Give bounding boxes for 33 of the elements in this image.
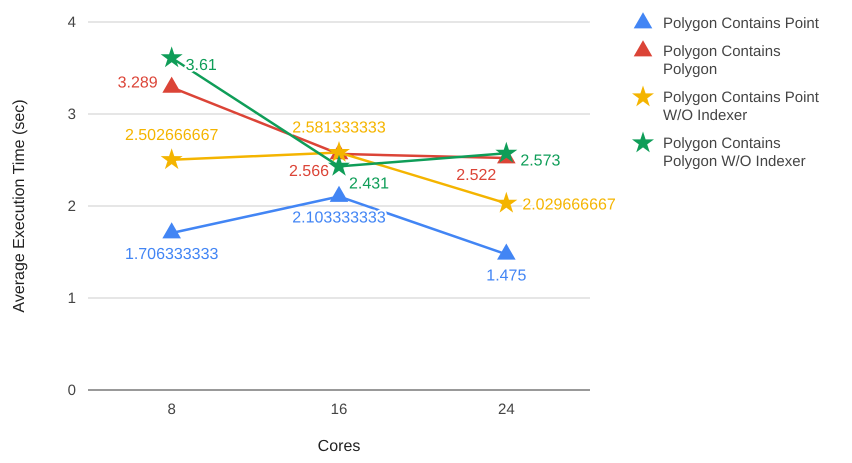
data-label: 2.581333333 (292, 120, 386, 137)
x-tick-label: 16 (330, 401, 348, 418)
x-tick-label: 8 (167, 401, 176, 418)
data-label: 2.522 (456, 166, 496, 184)
data-label: 2.029666667 (522, 196, 616, 214)
point (330, 186, 348, 202)
y-tick-label: 4 (68, 14, 76, 31)
legend-label: Polygon Contains Point W/O Indexer (663, 89, 820, 124)
x-tick-label: 24 (498, 401, 515, 418)
data-label: 1.475 (486, 267, 526, 284)
legend-label: Polygon Contains Point (663, 15, 820, 32)
y-tick-label: 2 (68, 198, 76, 215)
data-label: 2.573 (520, 152, 560, 170)
y-tick-label: 1 (68, 290, 76, 307)
point (328, 154, 350, 176)
legend-label: Polygon Contains Polygon W/O Indexer (663, 135, 806, 170)
point (497, 244, 516, 260)
point (160, 46, 183, 68)
y-axis-title: Average Execution Time (sec) (11, 99, 28, 313)
data-label: 2.502666667 (124, 126, 218, 144)
y-tick-label: 3 (68, 106, 76, 123)
x-axis-title: Cores (318, 438, 360, 455)
data-label: 2.431 (349, 175, 390, 192)
data-label: 2.566 (288, 162, 330, 180)
y-tick-label: 0 (68, 382, 76, 399)
legend-label: Polygon Contains Polygon (663, 43, 781, 78)
point (495, 142, 518, 163)
data-label: 1.706333333 (124, 246, 218, 264)
data-label: 3.289 (118, 74, 158, 92)
data-label: 2.103333333 (292, 209, 386, 226)
point (160, 148, 183, 170)
point (162, 76, 181, 93)
point (162, 222, 181, 238)
